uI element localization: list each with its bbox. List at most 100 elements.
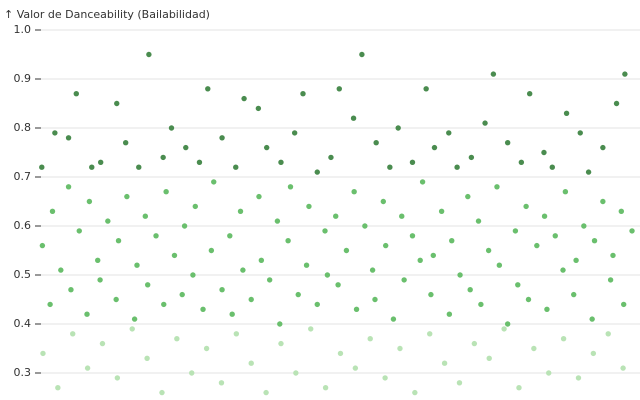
- point: [97, 277, 103, 283]
- point: [620, 365, 626, 371]
- point: [353, 306, 360, 312]
- y-tick-label: 1.0: [14, 23, 32, 36]
- point: [475, 218, 482, 224]
- point: [438, 208, 445, 214]
- point: [409, 159, 416, 165]
- point: [89, 164, 95, 170]
- point: [163, 189, 169, 195]
- point: [441, 360, 448, 366]
- point: [196, 159, 203, 165]
- point: [504, 140, 511, 146]
- point: [618, 208, 625, 214]
- point: [622, 71, 628, 77]
- point: [516, 385, 522, 391]
- point: [159, 389, 165, 396]
- point: [629, 228, 635, 234]
- point: [200, 306, 206, 312]
- point: [531, 345, 537, 352]
- point: [607, 277, 614, 283]
- point: [515, 282, 521, 288]
- point: [237, 208, 244, 214]
- point: [263, 389, 269, 396]
- point: [144, 355, 150, 361]
- point: [525, 296, 532, 303]
- point: [589, 316, 595, 322]
- point: [399, 213, 405, 219]
- point: [449, 238, 455, 244]
- point: [153, 233, 159, 239]
- point: [258, 257, 265, 263]
- point: [482, 120, 488, 126]
- point: [58, 267, 64, 273]
- point: [285, 238, 291, 244]
- point: [457, 272, 463, 278]
- point: [504, 321, 511, 327]
- point: [122, 140, 129, 146]
- point: [171, 252, 178, 259]
- point: [359, 51, 365, 58]
- point: [496, 262, 503, 268]
- point: [278, 340, 284, 347]
- y-tick-label: 0.6: [14, 219, 32, 232]
- point: [115, 238, 122, 244]
- y-tick-label: 0.5: [14, 268, 32, 281]
- chart-title: ↑ Valor de Danceability (Bailabilidad): [4, 8, 210, 21]
- point: [427, 331, 433, 337]
- point: [218, 380, 225, 386]
- point: [183, 144, 189, 151]
- point: [544, 306, 550, 312]
- point: [560, 267, 566, 273]
- point: [486, 355, 492, 361]
- point: [293, 370, 299, 376]
- point: [65, 135, 72, 141]
- point: [134, 262, 140, 268]
- point: [144, 282, 151, 288]
- point: [380, 198, 387, 205]
- point: [577, 130, 583, 136]
- y-tick-label: 0.4: [14, 317, 32, 330]
- point: [343, 247, 350, 254]
- point: [255, 105, 262, 112]
- point: [181, 223, 188, 229]
- point: [229, 311, 235, 317]
- point: [600, 198, 606, 205]
- point: [76, 228, 82, 234]
- point: [605, 331, 611, 337]
- y-tick-label: 0.9: [14, 72, 32, 85]
- point: [208, 247, 215, 254]
- point: [336, 86, 342, 92]
- point: [233, 164, 239, 170]
- point: [423, 86, 429, 92]
- point: [49, 208, 56, 214]
- point: [256, 193, 262, 200]
- point: [124, 193, 130, 200]
- point: [367, 336, 373, 342]
- point: [142, 213, 149, 219]
- point: [412, 389, 418, 396]
- point: [146, 51, 152, 58]
- point: [541, 149, 547, 156]
- y-tick-label: 0.3: [14, 366, 32, 379]
- point: [105, 218, 111, 224]
- point: [446, 311, 453, 317]
- point: [219, 135, 225, 141]
- point: [266, 277, 273, 283]
- point: [350, 115, 357, 121]
- point: [99, 340, 106, 347]
- point: [274, 218, 281, 224]
- point: [65, 184, 72, 190]
- point: [382, 242, 389, 249]
- point: [362, 223, 368, 229]
- point: [322, 385, 329, 391]
- point: [351, 189, 357, 195]
- point: [86, 198, 93, 205]
- point: [401, 277, 407, 283]
- point: [490, 71, 497, 77]
- point: [241, 95, 247, 102]
- point: [518, 159, 525, 165]
- point: [287, 184, 294, 190]
- point: [467, 287, 473, 293]
- point: [373, 140, 379, 146]
